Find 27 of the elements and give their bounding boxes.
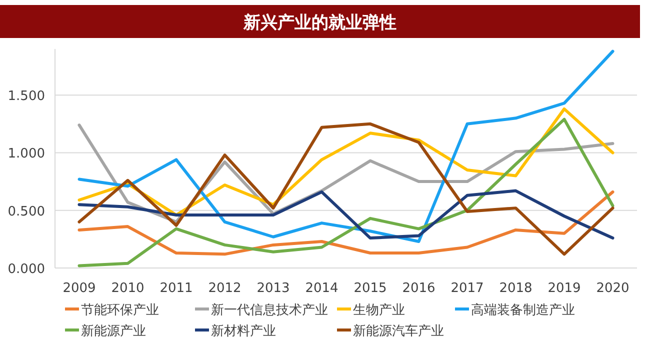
x-tick-label: 2017 [450, 281, 484, 296]
x-tick-label: 2013 [256, 281, 290, 296]
x-tick-label: 2011 [160, 281, 193, 296]
x-tick-label: 2009 [62, 281, 96, 296]
x-tick-label: 2018 [499, 281, 532, 296]
line-series [78, 190, 614, 256]
legend-label: 节能环保产业 [81, 303, 159, 318]
legend-label: 新一代信息技术产业 [211, 303, 328, 318]
x-tick-label: 2010 [111, 281, 144, 296]
line-series [78, 50, 614, 243]
x-tick-label: 2012 [208, 281, 242, 296]
line-series [78, 189, 614, 240]
x-tick-label: 2015 [354, 281, 387, 296]
x-tick-label: 2019 [548, 281, 581, 296]
legend-label: 生物产业 [353, 303, 405, 318]
legend-label: 高端装备制造产业 [471, 302, 575, 318]
x-tick-label: 2020 [596, 281, 630, 296]
y-tick-label: 0.500 [8, 204, 45, 220]
x-tick-label: 2016 [402, 281, 436, 296]
y-tick-label: 0.000 [8, 262, 45, 277]
legend-label: 新能源汽车产业 [353, 324, 444, 339]
chart-title: 新兴产业的就业弹性 [242, 13, 396, 33]
legend-label: 新能源产业 [81, 324, 146, 339]
y-tick-label: 1.000 [8, 146, 45, 162]
x-tick-label: 2014 [305, 281, 338, 296]
legend-label: 新材料产业 [211, 324, 276, 339]
y-tick-label: 1.500 [8, 89, 45, 104]
